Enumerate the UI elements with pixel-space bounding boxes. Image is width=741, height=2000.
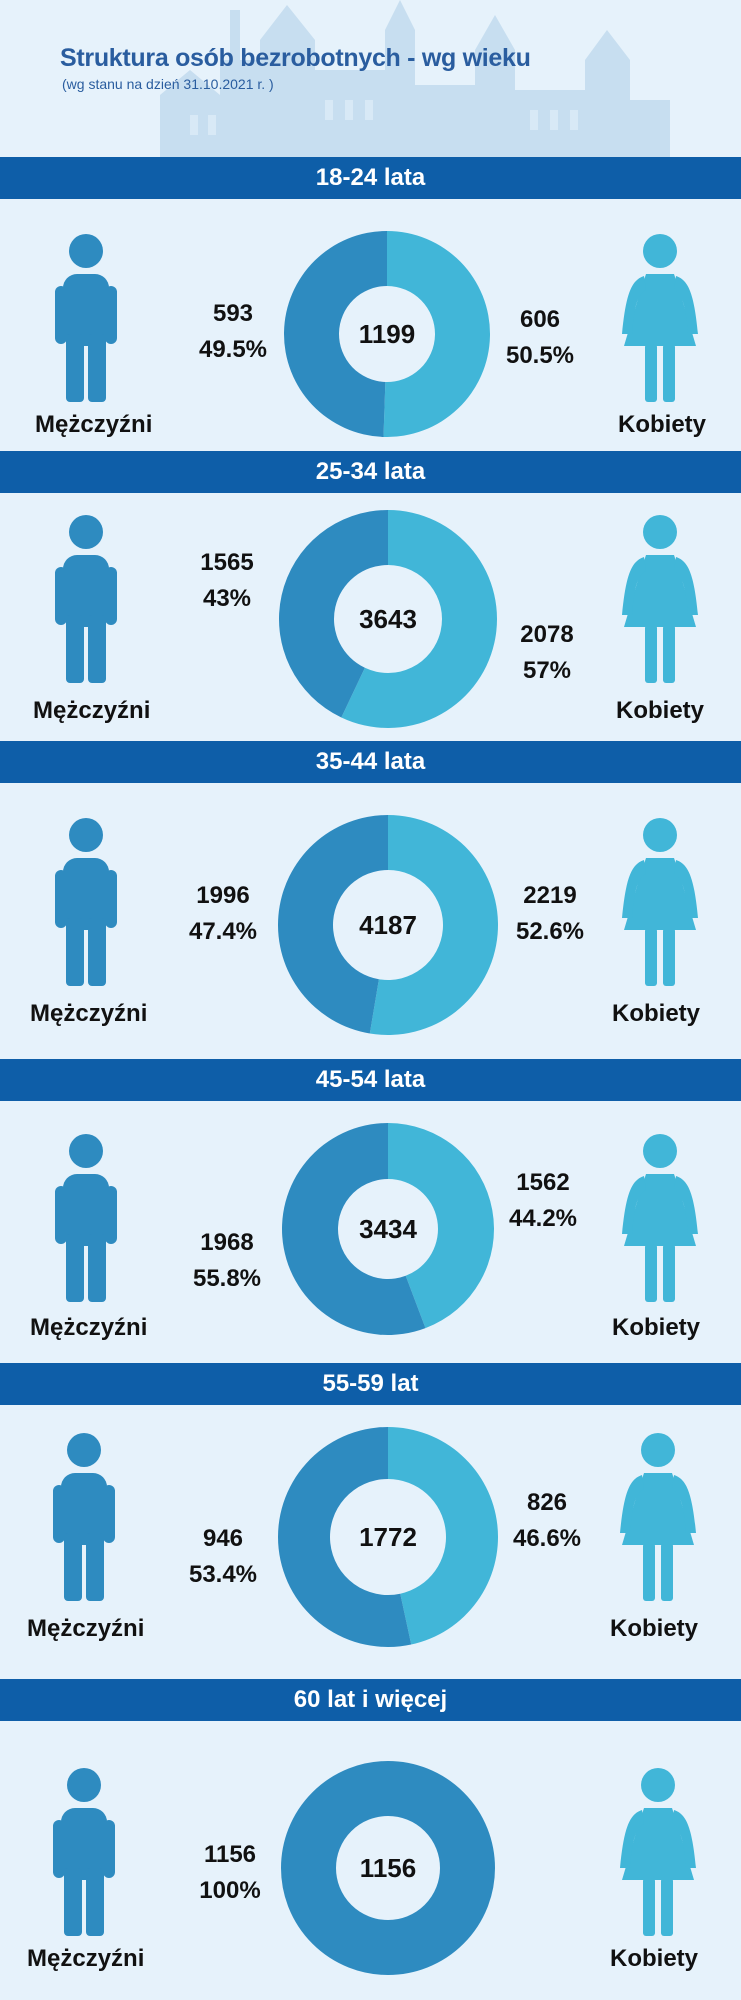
donut-chart: 1199 bbox=[284, 231, 490, 437]
men-percent: 55.8% bbox=[192, 1265, 262, 1292]
age-section: Mężczyźni 1968 55.8% 3434 1562 44.2% Kob… bbox=[0, 1101, 741, 1363]
woman-icon bbox=[616, 1433, 700, 1606]
men-count: 946 bbox=[202, 1525, 244, 1552]
women-slice bbox=[388, 1123, 494, 1329]
women-percent: 44.2% bbox=[508, 1205, 578, 1232]
header: Struktura osób bezrobotnych - wg wieku (… bbox=[0, 0, 741, 157]
men-count: 593 bbox=[212, 300, 254, 327]
man-icon bbox=[53, 1433, 115, 1606]
city-skyline-icon bbox=[160, 0, 670, 157]
men-label: Mężczyźni bbox=[30, 1000, 148, 1027]
man-icon bbox=[55, 818, 117, 991]
men-stat: 1156 100% bbox=[175, 1837, 285, 1909]
women-stat: 606 50.5% bbox=[485, 302, 595, 374]
men-stat: 1565 43% bbox=[172, 545, 282, 617]
women-count: 1562 bbox=[516, 1169, 570, 1196]
women-stat: 2078 57% bbox=[492, 617, 602, 689]
men-slice bbox=[278, 815, 388, 1034]
women-slice bbox=[341, 510, 497, 728]
page-subtitle: (wg stanu na dzień 31.10.2021 r. ) bbox=[62, 76, 274, 92]
man-icon bbox=[53, 1768, 115, 1941]
men-count: 1996 bbox=[196, 882, 250, 909]
men-stat: 1996 47.4% bbox=[168, 878, 278, 950]
donut-chart: 1772 bbox=[278, 1427, 498, 1647]
men-stat: 946 53.4% bbox=[168, 1521, 278, 1593]
donut-chart: 3434 bbox=[282, 1123, 494, 1335]
age-section: Mężczyźni 593 49.5% 1199 606 50.5% Kobie… bbox=[0, 199, 741, 455]
total-value: 4187 bbox=[359, 910, 417, 940]
men-label: Mężczyźni bbox=[27, 1615, 145, 1642]
donut-chart: 1156 bbox=[281, 1761, 495, 1975]
women-count: 2219 bbox=[523, 882, 577, 909]
age-section: Mężczyźni 1996 47.4% 4187 2219 52.6% Kob… bbox=[0, 783, 741, 1059]
women-slice bbox=[383, 231, 490, 437]
women-label: Kobiety bbox=[612, 1000, 701, 1027]
total-value: 3643 bbox=[359, 604, 417, 634]
men-stat: 593 49.5% bbox=[178, 296, 288, 368]
woman-icon bbox=[616, 1768, 700, 1941]
women-stat: 826 46.6% bbox=[492, 1485, 602, 1557]
woman-icon bbox=[618, 818, 702, 991]
men-count: 1156 bbox=[203, 1841, 257, 1868]
men-slice bbox=[279, 510, 388, 718]
men-percent: 47.4% bbox=[188, 918, 258, 945]
men-count: 1565 bbox=[200, 549, 254, 576]
men-label: Mężczyźni bbox=[30, 1314, 148, 1341]
men-slice bbox=[281, 1761, 495, 1975]
men-slice bbox=[284, 231, 387, 437]
men-label: Mężczyźni bbox=[33, 697, 151, 724]
women-label: Kobiety bbox=[612, 1314, 701, 1341]
age-band-title: 25-34 lata bbox=[0, 451, 741, 493]
man-icon bbox=[55, 1134, 117, 1307]
age-section: Mężczyźni 1565 43% 3643 2078 57% Kobiety bbox=[0, 493, 741, 741]
total-value: 1772 bbox=[359, 1522, 417, 1552]
women-label: Kobiety bbox=[618, 411, 707, 438]
women-stat: 1562 44.2% bbox=[488, 1165, 598, 1237]
total-value: 1199 bbox=[359, 319, 415, 349]
women-count: 826 bbox=[526, 1489, 568, 1516]
women-label: Kobiety bbox=[616, 697, 705, 724]
men-percent: 53.4% bbox=[188, 1561, 258, 1588]
women-count: 606 bbox=[519, 306, 561, 333]
page-title: Struktura osób bezrobotnych - wg wieku bbox=[60, 44, 531, 72]
women-slice bbox=[369, 815, 498, 1035]
men-stat: 1968 55.8% bbox=[172, 1225, 282, 1297]
women-count: 2078 bbox=[520, 621, 574, 648]
women-slice bbox=[388, 1427, 498, 1645]
women-label: Kobiety bbox=[610, 1615, 699, 1642]
woman-icon bbox=[618, 234, 702, 407]
women-percent: 57% bbox=[522, 657, 572, 684]
women-percent: 46.6% bbox=[512, 1525, 582, 1552]
women-label: Kobiety bbox=[610, 1945, 699, 1972]
total-value: 1156 bbox=[360, 1853, 416, 1883]
men-percent: 49.5% bbox=[198, 336, 268, 363]
age-section: Mężczyźni 1156 100% 1156 Kobiety bbox=[0, 1721, 741, 2000]
men-percent: 43% bbox=[202, 585, 252, 612]
women-percent: 52.6% bbox=[515, 918, 585, 945]
men-percent: 100% bbox=[199, 1877, 261, 1904]
age-band-title: 60 lat i więcej bbox=[0, 1679, 741, 1721]
age-band-title: 45-54 lata bbox=[0, 1059, 741, 1101]
age-band-title: 55-59 lat bbox=[0, 1363, 741, 1405]
age-band-title: 18-24 lata bbox=[0, 157, 741, 199]
men-slice bbox=[278, 1427, 412, 1647]
total-value: 3434 bbox=[359, 1214, 417, 1244]
men-label: Mężczyźni bbox=[35, 411, 153, 438]
woman-icon bbox=[618, 1134, 702, 1307]
donut-chart: 4187 bbox=[278, 815, 498, 1035]
man-icon bbox=[55, 515, 117, 688]
age-band-title: 35-44 lata bbox=[0, 741, 741, 783]
age-section: Mężczyźni 946 53.4% 1772 826 46.6% Kobie… bbox=[0, 1405, 741, 1679]
men-count: 1968 bbox=[200, 1229, 254, 1256]
women-percent: 50.5% bbox=[505, 342, 575, 369]
woman-icon bbox=[618, 515, 702, 688]
men-label: Mężczyźni bbox=[27, 1945, 145, 1972]
donut-chart: 3643 bbox=[279, 510, 497, 728]
men-slice bbox=[282, 1123, 426, 1335]
women-stat: 2219 52.6% bbox=[495, 878, 605, 950]
man-icon bbox=[55, 234, 117, 407]
